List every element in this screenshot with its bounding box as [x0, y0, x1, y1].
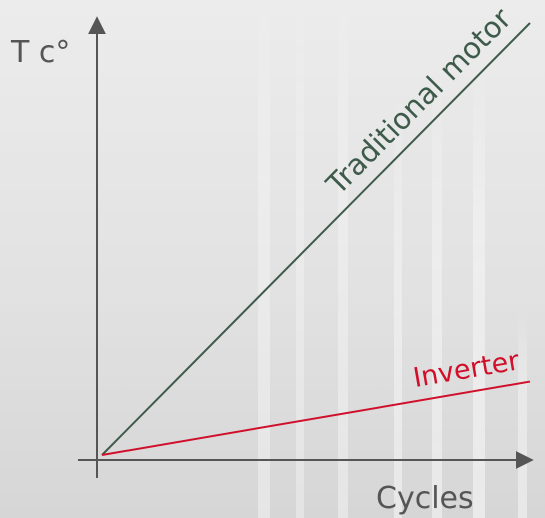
x-axis-label: Cycles — [376, 481, 474, 516]
background-streak — [473, 56, 485, 518]
background-streaks — [258, 0, 527, 518]
background-streak — [258, 0, 270, 518]
background-streak — [338, 0, 348, 518]
background-streak — [394, 92, 402, 518]
series-line-traditional-motor — [101, 22, 531, 456]
background-streak — [296, 0, 304, 518]
background-streak — [518, 310, 527, 518]
series-line-inverter — [101, 380, 531, 456]
background-streak — [432, 72, 442, 518]
y-axis-label: T c° — [10, 35, 70, 70]
